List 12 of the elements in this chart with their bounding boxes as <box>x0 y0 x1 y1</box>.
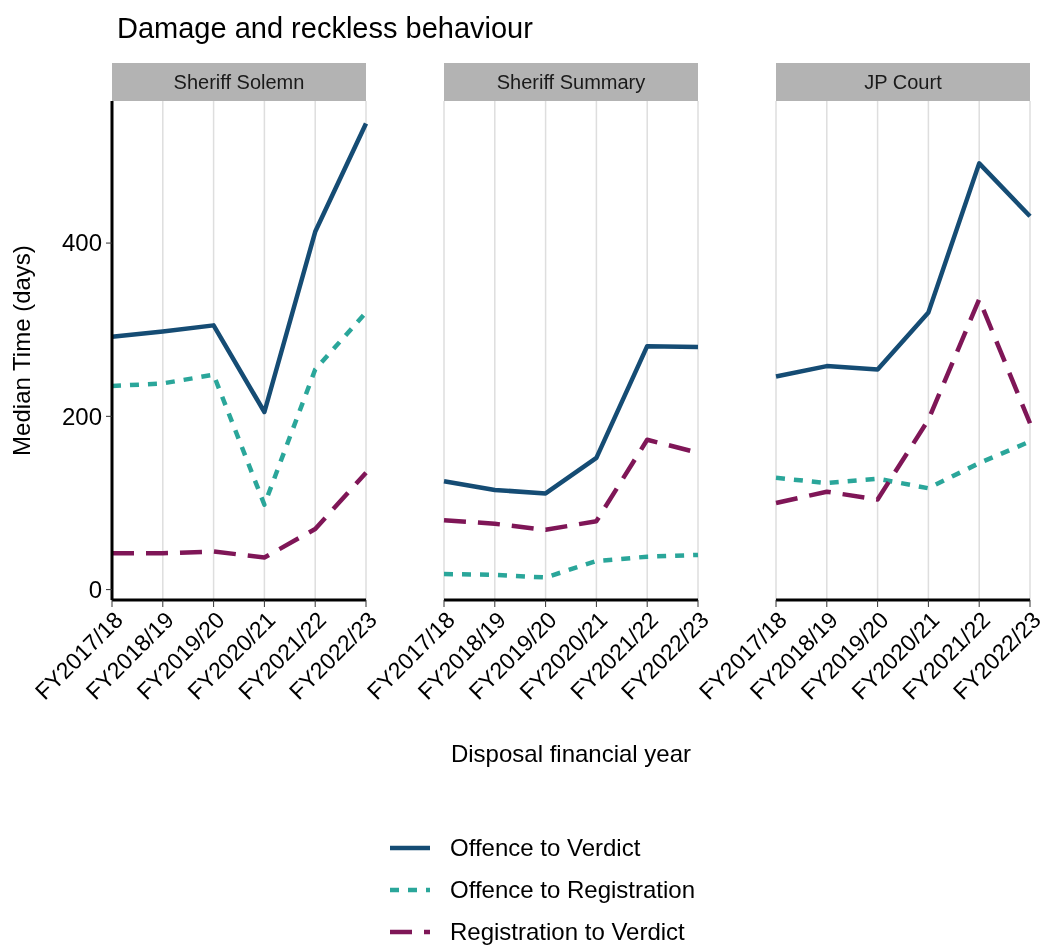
y-tick-label: 400 <box>61 229 102 257</box>
x-axis-title: Disposal financial year <box>450 740 692 767</box>
chart-subtitle: Sheriff Summary <box>496 71 646 93</box>
chart-subtitle: Sheriff Solemn <box>173 71 305 93</box>
y-tick-label: 0 <box>88 576 102 603</box>
chart-title: Damage and reckless behaviour <box>117 12 534 44</box>
y-axis-title: Median Time (days) <box>8 245 35 456</box>
chart-subtitle: JP Court <box>864 71 943 93</box>
y-tick-label: 200 <box>61 402 102 430</box>
legend-label: Offence to Registration <box>450 876 696 904</box>
legend-label: Registration to Verdict <box>450 918 686 946</box>
legend-label: Offence to Verdict <box>450 834 641 862</box>
